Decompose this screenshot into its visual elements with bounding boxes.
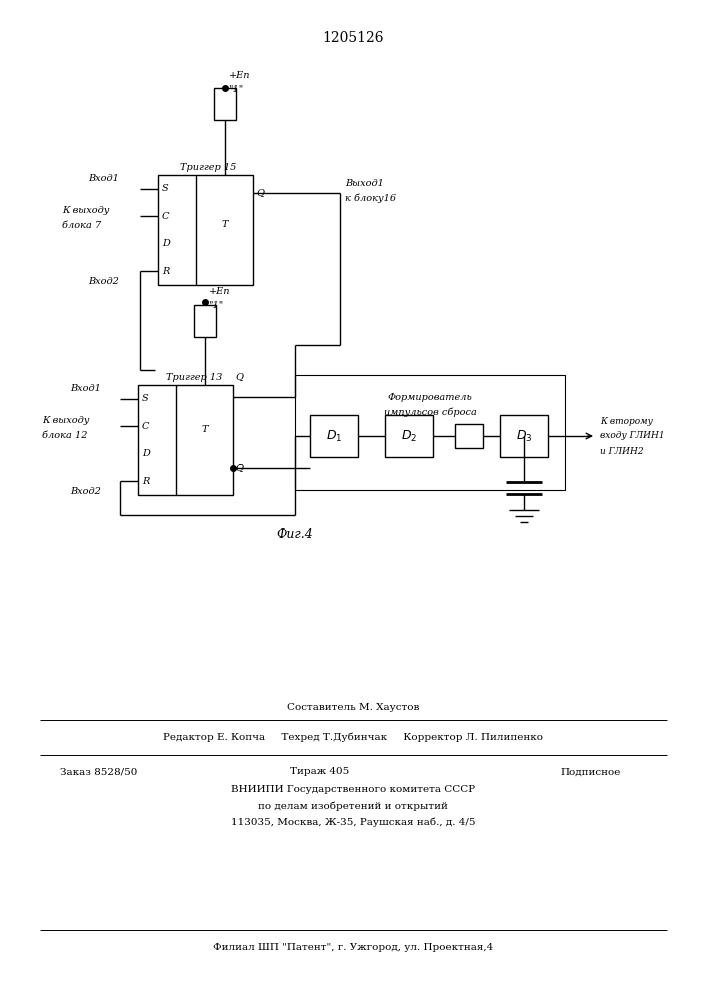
Text: +Еп: +Еп bbox=[209, 288, 230, 296]
Text: блока 12: блока 12 bbox=[42, 431, 88, 440]
Text: C: C bbox=[162, 212, 170, 221]
Bar bbox=[500, 415, 548, 457]
Text: D: D bbox=[142, 449, 150, 458]
Text: Выход1: Выход1 bbox=[345, 178, 384, 188]
Text: S: S bbox=[162, 184, 169, 193]
Text: входу ГЛИН1: входу ГЛИН1 bbox=[600, 432, 665, 440]
Text: C: C bbox=[142, 422, 149, 431]
Bar bbox=[295, 375, 565, 490]
Text: $D_2$: $D_2$ bbox=[401, 428, 417, 444]
Text: Подписное: Подписное bbox=[560, 768, 620, 776]
Text: К выходу: К выходу bbox=[62, 206, 110, 215]
Text: D: D bbox=[162, 239, 170, 248]
Bar bbox=[385, 415, 433, 457]
Bar bbox=[158, 175, 253, 285]
Text: К второму: К второму bbox=[600, 416, 653, 426]
Text: ВНИИПИ Государственного комитета СССР: ВНИИПИ Государственного комитета СССР bbox=[231, 786, 475, 794]
Text: 113035, Москва, Ж-35, Раушская наб., д. 4/5: 113035, Москва, Ж-35, Раушская наб., д. … bbox=[230, 817, 475, 827]
Text: блока 7: блока 7 bbox=[62, 221, 101, 230]
Text: Вход1: Вход1 bbox=[88, 174, 119, 183]
Bar bbox=[194, 305, 216, 337]
Bar bbox=[310, 415, 358, 457]
Text: "1": "1" bbox=[209, 302, 223, 310]
Text: T: T bbox=[201, 424, 208, 434]
Text: "1": "1" bbox=[228, 86, 244, 95]
Text: Филиал ШП "Патент", г. Ужгород, ул. Проектная,4: Филиал ШП "Патент", г. Ужгород, ул. Прое… bbox=[213, 944, 493, 952]
Text: Формирователь: Формирователь bbox=[387, 392, 472, 401]
Text: 1205126: 1205126 bbox=[322, 31, 384, 45]
Text: Триггер 15: Триггер 15 bbox=[180, 162, 236, 172]
Text: и ГЛИН2: и ГЛИН2 bbox=[600, 446, 643, 456]
Text: к блоку16: к блоку16 bbox=[345, 193, 396, 203]
Text: $D_3$: $D_3$ bbox=[515, 428, 532, 444]
Text: Вход2: Вход2 bbox=[88, 277, 119, 286]
Text: К выходу: К выходу bbox=[42, 416, 89, 425]
Text: Триггер 13: Триггер 13 bbox=[166, 372, 223, 381]
Bar bbox=[214, 88, 235, 120]
Text: Q̄: Q̄ bbox=[235, 463, 243, 472]
Text: Составитель М. Хаустов: Составитель М. Хаустов bbox=[287, 704, 419, 712]
Text: Фиг.4: Фиг.4 bbox=[276, 528, 313, 542]
Text: R: R bbox=[142, 477, 149, 486]
Text: R: R bbox=[162, 267, 170, 276]
Text: +Еп: +Еп bbox=[228, 72, 250, 81]
Text: Вход2: Вход2 bbox=[70, 487, 101, 496]
Bar bbox=[138, 385, 233, 495]
Text: Вход1: Вход1 bbox=[70, 384, 101, 393]
Text: импульсов сброса: импульсов сброса bbox=[384, 407, 477, 417]
Text: T: T bbox=[221, 220, 228, 229]
Text: Заказ 8528/50: Заказ 8528/50 bbox=[60, 768, 137, 776]
Text: S: S bbox=[142, 394, 148, 403]
Text: по делам изобретений и открытий: по делам изобретений и открытий bbox=[258, 801, 448, 811]
Text: Редактор Е. Копча     Техред Т.Дубинчак     Корректор Л. Пилипенко: Редактор Е. Копча Техред Т.Дубинчак Корр… bbox=[163, 732, 543, 742]
Text: Q: Q bbox=[235, 372, 243, 381]
Text: Q: Q bbox=[256, 188, 264, 198]
Text: $D_1$: $D_1$ bbox=[326, 428, 342, 444]
Text: Тираж 405: Тираж 405 bbox=[291, 768, 350, 776]
Bar bbox=[455, 424, 483, 448]
